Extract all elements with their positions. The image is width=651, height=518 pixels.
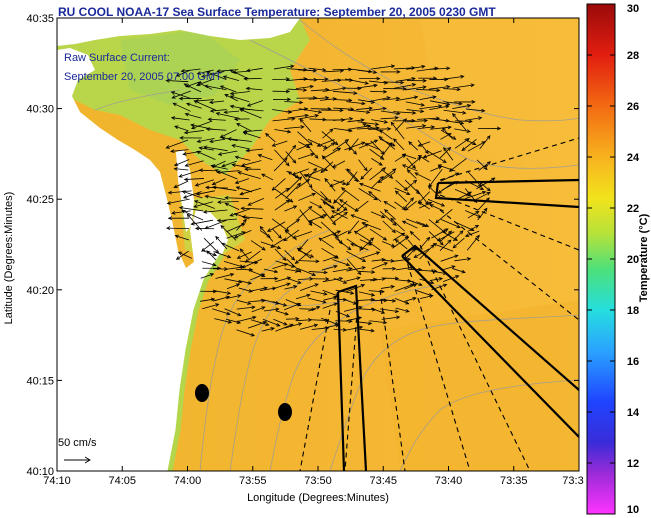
buoy-marker bbox=[278, 403, 292, 421]
colorbar-tick-label: 14 bbox=[627, 407, 640, 419]
y-tick-label: 40:20 bbox=[26, 285, 54, 297]
colorbar-tick-label: 20 bbox=[627, 254, 639, 266]
y-tick-label: 40:35 bbox=[26, 13, 54, 25]
y-tick-label: 40:25 bbox=[26, 194, 54, 206]
current-vectors bbox=[165, 64, 502, 337]
colorbar-ticks: 10 12 14 16 18 20 22 24 26 28 30 bbox=[587, 3, 640, 516]
transect-boxes bbox=[336, 178, 579, 471]
x-tick-label: 74:00 bbox=[174, 475, 202, 487]
x-tick-label: 74:05 bbox=[108, 475, 136, 487]
colorbar-tick-label: 28 bbox=[627, 50, 639, 62]
x-tick-label: 73:3 bbox=[562, 475, 583, 487]
y-tick-label: 40:10 bbox=[26, 466, 54, 478]
colorbar-tick-label: 12 bbox=[627, 458, 639, 470]
x-tick-label: 74:10 bbox=[43, 475, 71, 487]
colorbar-tick-label: 24 bbox=[627, 152, 640, 164]
land-north bbox=[57, 18, 300, 46]
x-axis-label: Longitude (Degrees:Minutes) bbox=[247, 492, 389, 504]
x-tick-label: 73:45 bbox=[369, 475, 397, 487]
colorbar-tick-label: 16 bbox=[627, 356, 639, 368]
annotation-line2: September 20, 2005 07:00 GMT bbox=[64, 71, 222, 83]
buoy-marker bbox=[195, 384, 209, 402]
colorbar-tick-label: 26 bbox=[627, 101, 639, 113]
x-tick-label: 73:40 bbox=[435, 475, 463, 487]
y-tick-label: 40:30 bbox=[26, 104, 54, 116]
annotation-line1: Raw Surface Current: bbox=[64, 52, 170, 64]
x-axis-ticks: 74:10 74:05 74:00 73:55 73:50 73:45 73:40 73:35… bbox=[43, 18, 584, 487]
colorbar-tick-label: 18 bbox=[627, 305, 639, 317]
y-axis-ticks: 40:10 40:15 40:20 40:25 40:30 40:35 bbox=[26, 13, 579, 478]
colorbar-tick-label: 30 bbox=[627, 3, 639, 15]
y-tick-label: 40:15 bbox=[26, 375, 54, 387]
colorbar-label: Temperature (°C) bbox=[638, 213, 650, 302]
x-tick-label: 73:55 bbox=[239, 475, 267, 487]
colorbar-tick-label: 10 bbox=[627, 504, 639, 516]
x-tick-label: 73:50 bbox=[304, 475, 332, 487]
scale-label: 50 cm/s bbox=[58, 437, 97, 449]
sea-surface-layer bbox=[57, 18, 579, 471]
y-axis-label: Latitude (Degrees:Minutes) bbox=[3, 192, 15, 325]
scale-arrow bbox=[64, 456, 91, 464]
colorbar-tick-label: 22 bbox=[627, 203, 639, 215]
x-tick-label: 73:35 bbox=[500, 475, 528, 487]
survey-lines bbox=[299, 137, 579, 471]
map-title: RU COOL NOAA-17 Sea Surface Temperature:… bbox=[58, 5, 496, 19]
